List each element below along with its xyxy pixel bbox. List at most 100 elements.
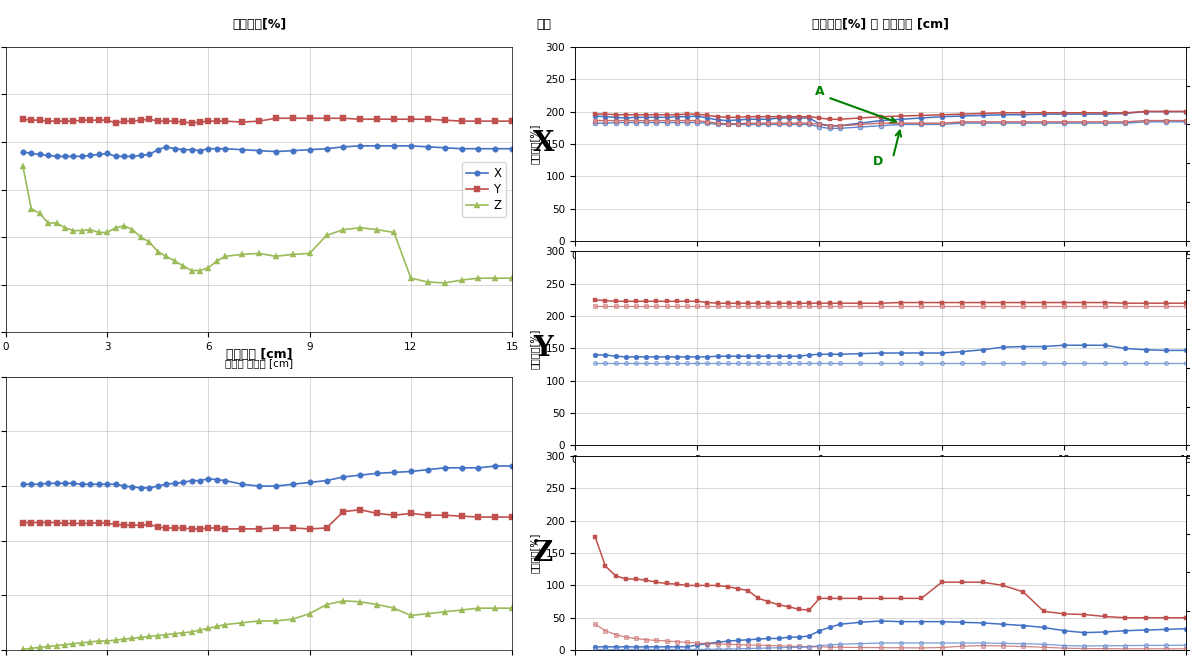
Z	[24, 205, 38, 213]
Y	[15, 115, 30, 123]
Z	[193, 267, 207, 275]
Y	[133, 116, 148, 124]
Y	[286, 114, 300, 122]
X	[209, 145, 224, 152]
Y	[40, 117, 55, 125]
Z	[319, 232, 333, 240]
Z	[488, 274, 502, 282]
Z	[117, 222, 131, 230]
Y	[32, 116, 46, 124]
Z	[108, 224, 123, 232]
Y	[505, 117, 519, 125]
Y	[92, 116, 106, 124]
Z	[151, 248, 165, 255]
Y-axis label: 가속도비[%]: 가속도비[%]	[530, 123, 540, 164]
X	[184, 146, 199, 154]
Y	[370, 115, 384, 123]
X	[15, 148, 30, 156]
X	[32, 150, 46, 158]
X	[302, 146, 317, 154]
Y	[75, 116, 89, 124]
Y	[420, 115, 434, 123]
X	[471, 145, 486, 152]
Y	[125, 117, 139, 125]
Z	[455, 276, 469, 284]
X	[67, 152, 81, 160]
Z	[168, 257, 182, 265]
Y	[193, 118, 207, 126]
Y	[218, 117, 232, 125]
X	[159, 143, 174, 150]
Y-axis label: 가속도비[%]: 가속도비[%]	[530, 533, 540, 574]
X	[92, 150, 106, 158]
Y	[403, 115, 418, 123]
X	[143, 150, 157, 158]
X	[218, 145, 232, 152]
X	[50, 152, 64, 160]
Text: D: D	[872, 154, 883, 168]
Y	[108, 119, 123, 127]
Z	[184, 267, 199, 275]
Y	[471, 117, 486, 125]
Text: 응답변위 [cm]: 응답변위 [cm]	[226, 348, 293, 361]
X	[24, 150, 38, 158]
Z	[15, 162, 30, 170]
Y-axis label: 가속도비[%]: 가속도비[%]	[530, 328, 540, 369]
X	[236, 146, 250, 154]
X	[403, 142, 418, 150]
Y	[159, 117, 174, 125]
Z	[125, 226, 139, 234]
X	[83, 151, 98, 159]
Y	[438, 116, 452, 124]
Z	[67, 226, 81, 234]
Y	[319, 114, 333, 122]
Y	[83, 116, 98, 124]
X	[269, 148, 283, 156]
X	[75, 152, 89, 160]
Z	[92, 228, 106, 236]
Z	[100, 228, 114, 236]
Z	[159, 252, 174, 260]
X-axis label: 스프링 원치징 [cm]: 스프링 원치징 [cm]	[225, 358, 293, 368]
X	[455, 145, 469, 152]
Z	[75, 226, 89, 234]
Y	[58, 117, 73, 125]
Z	[403, 274, 418, 282]
Text: A: A	[815, 84, 825, 98]
X	[370, 142, 384, 150]
Y	[24, 116, 38, 124]
Z	[236, 250, 250, 258]
Y	[151, 117, 165, 125]
Text: X: X	[533, 130, 555, 157]
Line: Y: Y	[20, 115, 515, 126]
Z	[471, 274, 486, 282]
Z	[302, 249, 317, 257]
Y	[209, 117, 224, 125]
X	[505, 145, 519, 152]
Z	[218, 252, 232, 260]
Y	[387, 115, 401, 123]
Z	[420, 278, 434, 286]
Z	[32, 209, 46, 217]
X-axis label: 스프링 원서징 [cm]: 스프링 원서징 [cm]	[848, 471, 913, 480]
X-axis label: 스프링 원쳐징 [cm]: 스프링 원쳐징 [cm]	[848, 266, 913, 276]
X	[387, 142, 401, 150]
X	[108, 152, 123, 160]
Y	[302, 114, 317, 122]
Z	[176, 262, 190, 270]
Z	[201, 264, 215, 272]
X	[40, 151, 55, 159]
Y	[337, 114, 351, 122]
Text: Y: Y	[533, 335, 553, 362]
X	[201, 145, 215, 152]
Legend: X, Y, Z: X, Y, Z	[462, 162, 506, 217]
Y	[143, 115, 157, 123]
Line: Z: Z	[20, 163, 515, 286]
X	[168, 145, 182, 152]
Text: 가속도비[%]: 가속도비[%]	[232, 18, 286, 31]
Y	[100, 116, 114, 124]
Z	[387, 228, 401, 236]
Y	[252, 117, 267, 125]
Z	[269, 252, 283, 260]
Y	[455, 117, 469, 125]
